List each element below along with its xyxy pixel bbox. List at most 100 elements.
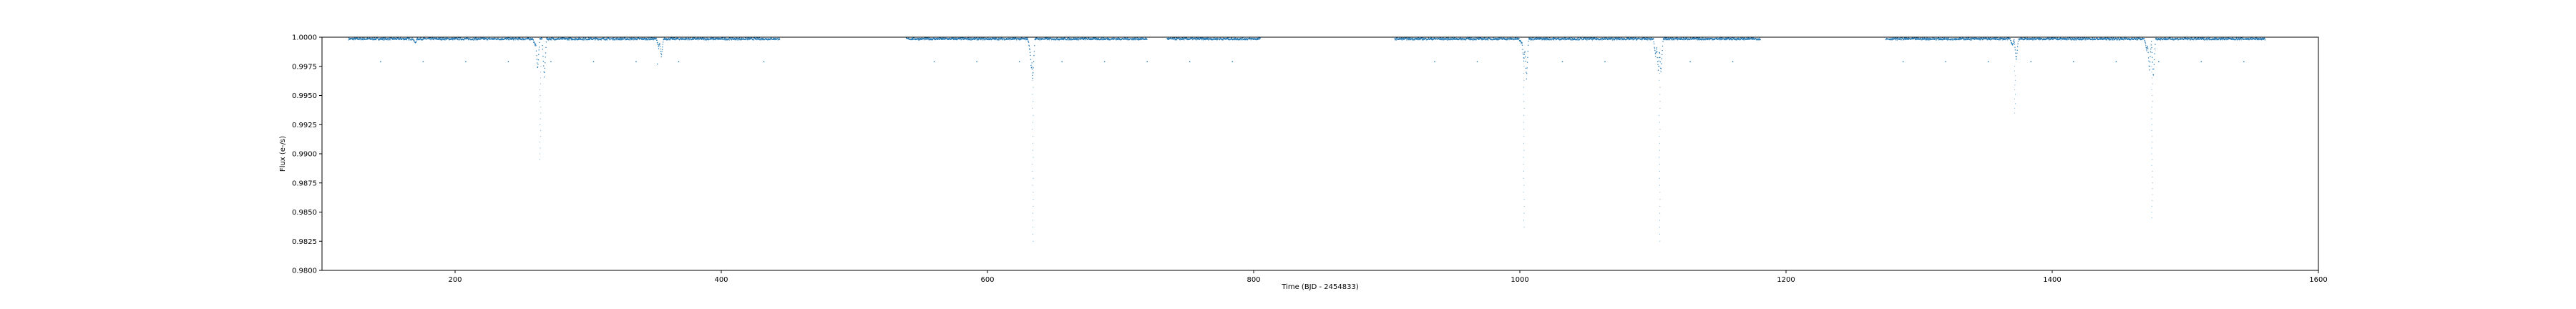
flux-point <box>2073 39 2074 41</box>
flux-point <box>548 37 550 39</box>
flux-point <box>661 51 663 52</box>
flux-point <box>1013 37 1015 39</box>
flux-point <box>1448 37 1450 39</box>
flux-point <box>1227 37 1229 39</box>
flux-point <box>2060 39 2062 41</box>
flux-point <box>1742 39 1744 41</box>
flux-point <box>713 37 715 39</box>
flux-point <box>2154 53 2155 54</box>
flux-point <box>2015 56 2016 57</box>
flux-point <box>1108 38 1110 39</box>
flux-point <box>441 39 443 41</box>
flux-point <box>2089 38 2091 39</box>
flux-point <box>1060 37 1062 39</box>
flux-point <box>1918 37 1920 39</box>
flux-point <box>459 37 462 39</box>
flux-point <box>1543 37 1545 39</box>
flux-point <box>1971 39 1973 41</box>
flux-point <box>519 37 521 39</box>
flux-point <box>1395 39 1397 41</box>
flux-point <box>1526 67 1528 69</box>
flux-point <box>458 37 459 39</box>
flux-point <box>1472 39 1473 41</box>
flux-point <box>1926 39 1928 41</box>
flux-point <box>1905 37 1906 39</box>
flux-point <box>457 39 459 41</box>
flux-point <box>940 39 942 40</box>
flux-point <box>2014 46 2016 48</box>
flux-point <box>1136 37 1138 39</box>
flux-point <box>1135 39 1136 41</box>
flux-point <box>585 37 587 39</box>
flux-point <box>1650 37 1652 39</box>
flux-point <box>2149 69 2150 71</box>
flux-point <box>1712 38 1714 39</box>
flux-point <box>616 39 618 41</box>
flux-point <box>655 38 657 39</box>
flux-point <box>411 37 413 39</box>
flux-point <box>1535 37 1536 39</box>
flux-point <box>1463 39 1465 40</box>
flux-point <box>1034 45 1035 46</box>
flux-point <box>2165 37 2167 39</box>
flux-point <box>1527 57 1528 58</box>
flux-point <box>932 39 934 41</box>
flux-point <box>1146 39 1148 40</box>
flux-point <box>715 39 716 41</box>
flux-point <box>917 37 919 39</box>
flux-point <box>1518 38 1520 39</box>
flux-point <box>1129 39 1131 40</box>
flux-point <box>1405 37 1407 39</box>
flux-point <box>2016 46 2019 47</box>
flux-point <box>2016 49 2018 52</box>
flux-point <box>1063 39 1065 41</box>
flux-point <box>1054 38 1055 39</box>
flux-point <box>452 39 454 41</box>
light-curve-segment <box>905 37 1148 79</box>
flux-point <box>1632 37 1634 39</box>
flux-point <box>2004 39 2006 41</box>
flux-point <box>1179 39 1181 41</box>
flux-point <box>1221 39 1223 41</box>
flux-point <box>2150 44 2152 46</box>
flux-point <box>506 39 507 41</box>
flux-point <box>360 37 361 39</box>
flux-point <box>443 38 444 39</box>
flux-point <box>372 37 374 39</box>
flux-point <box>1186 37 1188 39</box>
flux-point <box>573 39 575 41</box>
flux-point <box>1249 37 1251 39</box>
flux-point <box>2145 46 2147 49</box>
flux-point <box>1113 39 1115 41</box>
flux-point <box>731 39 733 41</box>
flux-point <box>663 39 665 41</box>
flux-point <box>730 37 731 39</box>
flux-point <box>657 42 658 44</box>
flux-point <box>1536 39 1538 41</box>
flux-point <box>2012 42 2014 44</box>
flux-point <box>1414 39 1415 41</box>
flux-point <box>2084 39 2086 41</box>
flux-point <box>570 39 572 41</box>
flux-point <box>1475 37 1477 39</box>
flux-point <box>1611 37 1613 39</box>
flux-point <box>562 39 564 40</box>
flux-point <box>1131 38 1132 39</box>
flux-point <box>530 37 532 39</box>
flux-point <box>751 37 753 39</box>
flux-point <box>1428 37 1430 39</box>
flux-point <box>1418 39 1420 41</box>
flux-point <box>2122 38 2124 39</box>
flux-point <box>1622 39 1624 41</box>
flux-point <box>766 38 768 39</box>
flux-point <box>987 37 989 39</box>
flux-point <box>1520 39 1521 41</box>
flux-point <box>1456 39 1458 41</box>
flux-point <box>678 39 680 41</box>
flux-point <box>1969 39 1971 41</box>
flux-point <box>1664 37 1666 39</box>
flux-point <box>1506 37 1508 39</box>
flux-point <box>2172 38 2174 39</box>
flux-point <box>1582 39 1584 41</box>
flux-point <box>390 39 391 41</box>
